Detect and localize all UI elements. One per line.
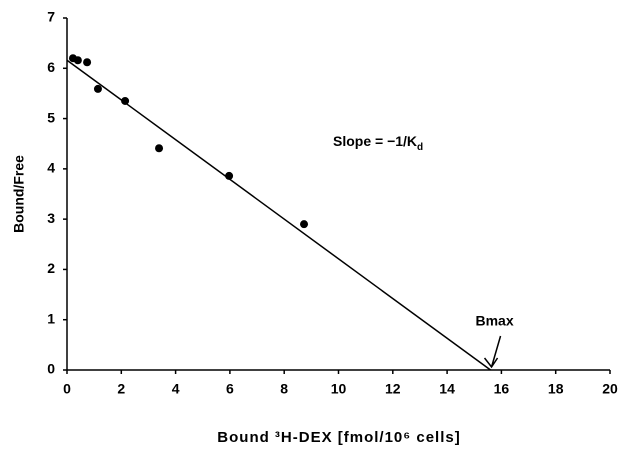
x-axis-label: Bound ³H-DEX [fmol/10⁶ cells] (217, 429, 460, 446)
x-tick-label: 0 (63, 381, 71, 397)
point (300, 220, 309, 229)
x-tick-label: 16 (494, 381, 510, 397)
y-tick-label: 3 (47, 210, 55, 226)
y-tick-label: 6 (47, 59, 55, 75)
x-tick-label: 20 (602, 381, 618, 397)
x-tick-label: 10 (331, 381, 347, 397)
y-tick-label: 5 (47, 109, 55, 125)
point (155, 144, 164, 153)
bmax-arrow (483, 335, 502, 369)
point (93, 84, 102, 93)
point (121, 96, 130, 105)
x-tick-label: 14 (439, 381, 455, 397)
point (83, 58, 92, 67)
fit-line (66, 59, 491, 371)
y-tick-label: 4 (47, 160, 55, 176)
y-tick-label: 7 (47, 9, 55, 25)
slope-annotation: Slope = −1/Kd (333, 133, 423, 153)
point (225, 171, 234, 180)
x-tick-label: 6 (226, 381, 234, 397)
y-tick-label: 2 (47, 260, 55, 276)
point (73, 56, 82, 65)
x-tick-label: 2 (117, 381, 125, 397)
bmax-label: Bmax (475, 313, 513, 329)
x-tick-label: 18 (548, 381, 564, 397)
slope-text: Slope = −1/K (333, 133, 417, 149)
slope-subscript: d (417, 142, 423, 153)
y-axis-label: Bound/Free (11, 155, 27, 233)
y-tick-label: 1 (47, 310, 55, 326)
x-tick-label: 12 (385, 381, 401, 397)
x-tick-label: 8 (280, 381, 288, 397)
x-tick-label: 4 (172, 381, 180, 397)
y-tick-label: 0 (47, 361, 55, 377)
